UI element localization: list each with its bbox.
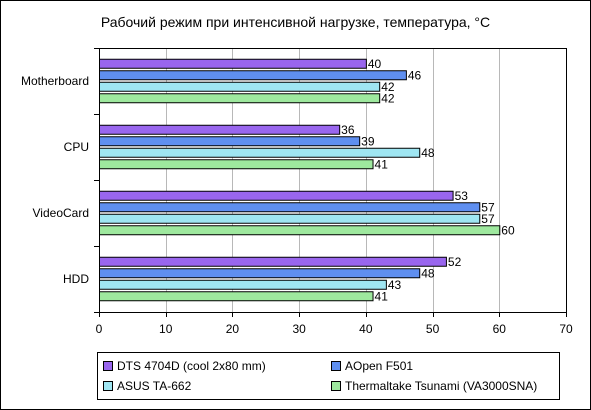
bar-value-label-3-2: 60 bbox=[501, 223, 515, 237]
axes bbox=[94, 48, 567, 317]
bar-3-3 bbox=[99, 291, 374, 302]
bar-1-0 bbox=[99, 70, 407, 81]
bar-value-label-0-1: 36 bbox=[341, 123, 355, 137]
bar-3-1 bbox=[99, 159, 374, 170]
bar-3-2 bbox=[99, 225, 501, 236]
bar-0-3 bbox=[99, 256, 447, 267]
bar-value-label-0-3: 52 bbox=[448, 255, 462, 269]
legend-swatch-2 bbox=[103, 380, 113, 391]
legend-swatch-0 bbox=[103, 360, 113, 371]
x-tick-label-1: 10 bbox=[159, 322, 173, 336]
bar-1-3 bbox=[99, 268, 421, 279]
legend-label-0: DTS 4704D (cool 2x80 mm) bbox=[117, 359, 266, 373]
bar-value-label-3-1: 41 bbox=[375, 157, 389, 171]
bar-value-label-1-3: 48 bbox=[421, 266, 435, 280]
x-tick-label-2: 20 bbox=[226, 322, 240, 336]
legend-swatch-1 bbox=[331, 360, 341, 371]
bar-value-label-2-0: 42 bbox=[381, 80, 395, 94]
x-tick-label-7: 70 bbox=[559, 322, 573, 336]
labels: 0 10 20 30 40 50 60 70 Motherboard CPU VideoCard HD… bbox=[21, 57, 573, 336]
legend-label-3: Thermaltake Tsunami (VA3000SNA) bbox=[345, 379, 538, 393]
chart-title: Рабочий режим при интенсивной нагрузке, … bbox=[100, 14, 491, 30]
category-label-3: HDD bbox=[63, 272, 89, 286]
bar-1-2 bbox=[99, 202, 481, 213]
category-label-1: CPU bbox=[64, 140, 89, 154]
bar-0-2 bbox=[99, 190, 454, 201]
legend-item-0: DTS 4704D (cool 2x80 mm) bbox=[103, 359, 266, 373]
bars bbox=[99, 58, 501, 302]
x-tick-label-4: 40 bbox=[359, 322, 373, 336]
legend-label-2: ASUS TA-662 bbox=[117, 379, 192, 393]
bar-value-label-2-3: 43 bbox=[388, 278, 402, 292]
bar-value-label-1-0: 46 bbox=[408, 68, 422, 82]
category-label-0: Motherboard bbox=[21, 74, 89, 88]
x-tick-label-0: 0 bbox=[96, 322, 103, 336]
bar-0-1 bbox=[99, 124, 341, 135]
plot-border bbox=[99, 48, 567, 313]
legend-label-1: AOpen F501 bbox=[345, 359, 414, 373]
bar-value-label-3-3: 41 bbox=[375, 289, 389, 303]
legend-item-2: ASUS TA-662 bbox=[103, 379, 191, 393]
bar-1-1 bbox=[99, 136, 361, 147]
bar-value-label-2-2: 57 bbox=[481, 212, 495, 226]
category-label-2: VideoCard bbox=[33, 206, 89, 220]
x-tick-label-6: 60 bbox=[493, 322, 507, 336]
grid-lines bbox=[99, 48, 567, 312]
bar-value-label-0-2: 53 bbox=[455, 189, 469, 203]
bar-value-label-2-1: 48 bbox=[421, 146, 435, 160]
x-tick-label-3: 30 bbox=[292, 322, 306, 336]
legend-swatch-3 bbox=[331, 380, 341, 391]
bar-2-2 bbox=[99, 213, 481, 224]
bar-2-3 bbox=[99, 279, 387, 290]
bar-value-label-0-0: 40 bbox=[368, 57, 382, 71]
bar-2-0 bbox=[99, 81, 381, 92]
bar-2-1 bbox=[99, 147, 421, 158]
plot-area bbox=[99, 48, 566, 312]
bar-value-label-3-0: 42 bbox=[381, 91, 395, 105]
bar-value-label-1-2: 57 bbox=[481, 200, 495, 214]
x-tick-label-5: 50 bbox=[426, 322, 440, 336]
legend: DTS 4704D (cool 2x80 mm) AOpen F501 ASUS… bbox=[97, 352, 560, 400]
bar-3-0 bbox=[99, 93, 381, 104]
bar-value-label-1-1: 39 bbox=[361, 134, 375, 148]
legend-item-3: Thermaltake Tsunami (VA3000SNA) bbox=[331, 379, 537, 393]
legend-item-1: AOpen F501 bbox=[331, 359, 413, 373]
bar-0-0 bbox=[99, 58, 367, 69]
